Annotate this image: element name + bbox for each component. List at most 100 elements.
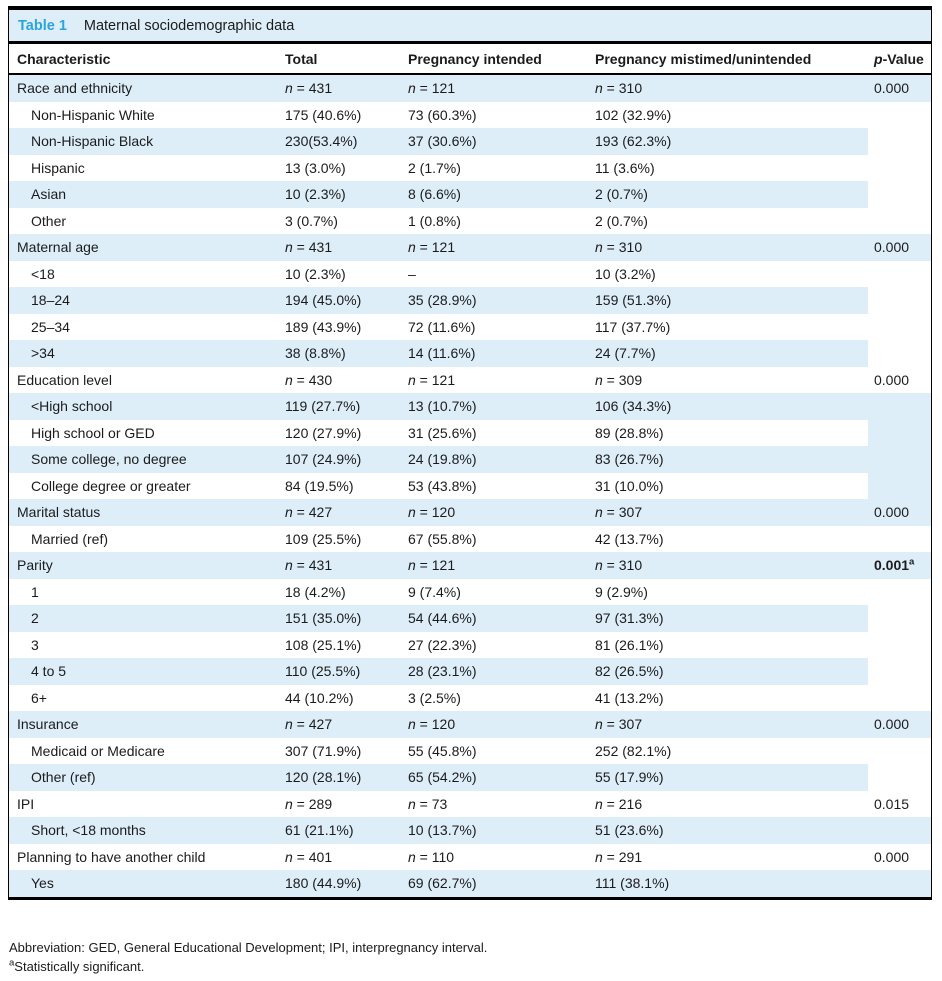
cell-p xyxy=(868,764,931,791)
group-row: Parity n = 431 n = 121 n = 310 0.001a xyxy=(9,552,931,579)
cell-mistimed: 159 (51.3%) xyxy=(587,287,868,314)
cell-mistimed: 51 (23.6%) xyxy=(587,817,868,844)
cell-label: Hispanic xyxy=(9,154,277,181)
cell-intended: 67 (55.8%) xyxy=(400,525,587,552)
cell-p xyxy=(868,181,931,208)
cell-mistimed: n = 291 xyxy=(587,843,868,870)
table-row: >34 38 (8.8%) 14 (11.6%) 24 (7.7%) xyxy=(9,340,931,367)
cell-intended: n = 121 xyxy=(400,74,587,102)
cell-label: College degree or greater xyxy=(9,472,277,499)
cell-p xyxy=(868,128,931,155)
cell-mistimed: 81 (26.1%) xyxy=(587,631,868,658)
cell-p: 0.000 xyxy=(868,499,931,526)
cell-total: n = 431 xyxy=(277,552,400,579)
cell-intended: n = 121 xyxy=(400,234,587,261)
cell-total: 18 (4.2%) xyxy=(277,578,400,605)
cell-total: 189 (43.9%) xyxy=(277,313,400,340)
table-row: Non-Hispanic Black 230(53.4%) 37 (30.6%) 19… xyxy=(9,128,931,155)
cell-label: Maternal age xyxy=(9,234,277,261)
cell-p: 0.000 xyxy=(868,711,931,738)
cell-p xyxy=(868,207,931,234)
cell-mistimed: 111 (38.1%) xyxy=(587,870,868,897)
cell-mistimed: n = 216 xyxy=(587,790,868,817)
cell-intended: 73 (60.3%) xyxy=(400,101,587,128)
cell-intended: 27 (22.3%) xyxy=(400,631,587,658)
cell-intended: n = 120 xyxy=(400,711,587,738)
header-row: Characteristic Total Pregnancy intended … xyxy=(9,44,931,75)
col-header-characteristic: Characteristic xyxy=(9,44,277,75)
cell-p xyxy=(868,446,931,473)
cell-label: >34 xyxy=(9,340,277,367)
cell-intended: n = 110 xyxy=(400,843,587,870)
cell-p xyxy=(868,287,931,314)
cell-total: 120 (28.1%) xyxy=(277,764,400,791)
table-row: Medicaid or Medicare 307 (71.9%) 55 (45.8%… xyxy=(9,737,931,764)
cell-mistimed: 97 (31.3%) xyxy=(587,605,868,632)
cell-intended: 13 (10.7%) xyxy=(400,393,587,420)
cell-p xyxy=(868,817,931,844)
cell-label: Parity xyxy=(9,552,277,579)
cell-label: 1 xyxy=(9,578,277,605)
cell-mistimed: 82 (26.5%) xyxy=(587,658,868,685)
cell-label: <18 xyxy=(9,260,277,287)
cell-label: Education level xyxy=(9,366,277,393)
cell-label: 3 xyxy=(9,631,277,658)
cell-p: 0.000 xyxy=(868,366,931,393)
cell-label: 18–24 xyxy=(9,287,277,314)
cell-label: 4 to 5 xyxy=(9,658,277,685)
cell-total: 109 (25.5%) xyxy=(277,525,400,552)
cell-total: 120 (27.9%) xyxy=(277,419,400,446)
col-header-pregnancy-mistimed: Pregnancy mistimed/unintended xyxy=(587,44,868,75)
table-row: High school or GED 120 (27.9%) 31 (25.6%) 8… xyxy=(9,419,931,446)
cell-mistimed: n = 310 xyxy=(587,74,868,102)
cell-total: 38 (8.8%) xyxy=(277,340,400,367)
cell-p: 0.015 xyxy=(868,790,931,817)
cell-p xyxy=(868,631,931,658)
table-title: Maternal sociodemographic data xyxy=(83,18,295,34)
cell-label: Other (ref) xyxy=(9,764,277,791)
table-row: Asian 10 (2.3%) 8 (6.6%) 2 (0.7%) xyxy=(9,181,931,208)
cell-intended: n = 120 xyxy=(400,499,587,526)
cell-p xyxy=(868,154,931,181)
table-row: <High school 119 (27.7%) 13 (10.7%) 106 (34… xyxy=(9,393,931,420)
cell-intended: 10 (13.7%) xyxy=(400,817,587,844)
cell-label: 6+ xyxy=(9,684,277,711)
cell-total: 119 (27.7%) xyxy=(277,393,400,420)
cell-p xyxy=(868,578,931,605)
col-header-pvalue: p-Value xyxy=(868,44,931,75)
group-row: Planning to have another child n = 401 n =… xyxy=(9,843,931,870)
cell-p xyxy=(868,870,931,897)
cell-label: Other xyxy=(9,207,277,234)
cell-mistimed: 89 (28.8%) xyxy=(587,419,868,446)
cell-label: Asian xyxy=(9,181,277,208)
table-row: Married (ref) 109 (25.5%) 67 (55.8%) 42 (13… xyxy=(9,525,931,552)
table-row: <18 10 (2.3%) –10 (3.2%) xyxy=(9,260,931,287)
cell-intended: 28 (23.1%) xyxy=(400,658,587,685)
cell-label: High school or GED xyxy=(9,419,277,446)
table-row: College degree or greater 84 (19.5%) 53 (4… xyxy=(9,472,931,499)
cell-total: 10 (2.3%) xyxy=(277,260,400,287)
cell-mistimed: n = 310 xyxy=(587,234,868,261)
cell-total: 110 (25.5%) xyxy=(277,658,400,685)
significance-note-text: Statistically significant. xyxy=(14,959,145,974)
cell-intended: n = 121 xyxy=(400,552,587,579)
superscript-note-marker: a xyxy=(9,957,15,969)
table-row: Some college, no degree 107 (24.9%) 24 (19… xyxy=(9,446,931,473)
cell-total: n = 427 xyxy=(277,499,400,526)
cell-p: 0.000 xyxy=(868,74,931,102)
cell-mistimed: n = 309 xyxy=(587,366,868,393)
cell-label: Non-Hispanic Black xyxy=(9,128,277,155)
cell-total: 61 (21.1%) xyxy=(277,817,400,844)
cell-label: Non-Hispanic White xyxy=(9,101,277,128)
table-row: Other (ref) 120 (28.1%) 65 (54.2%) 55 (17.9… xyxy=(9,764,931,791)
data-table: Characteristic Total Pregnancy intended … xyxy=(9,44,931,897)
cell-intended: 14 (11.6%) xyxy=(400,340,587,367)
cell-intended: – xyxy=(400,260,587,287)
cell-mistimed: 117 (37.7%) xyxy=(587,313,868,340)
cell-total: 44 (10.2%) xyxy=(277,684,400,711)
cell-mistimed: 106 (34.3%) xyxy=(587,393,868,420)
cell-p xyxy=(868,605,931,632)
cell-mistimed: 252 (82.1%) xyxy=(587,737,868,764)
cell-total: 151 (35.0%) xyxy=(277,605,400,632)
cell-label: Insurance xyxy=(9,711,277,738)
